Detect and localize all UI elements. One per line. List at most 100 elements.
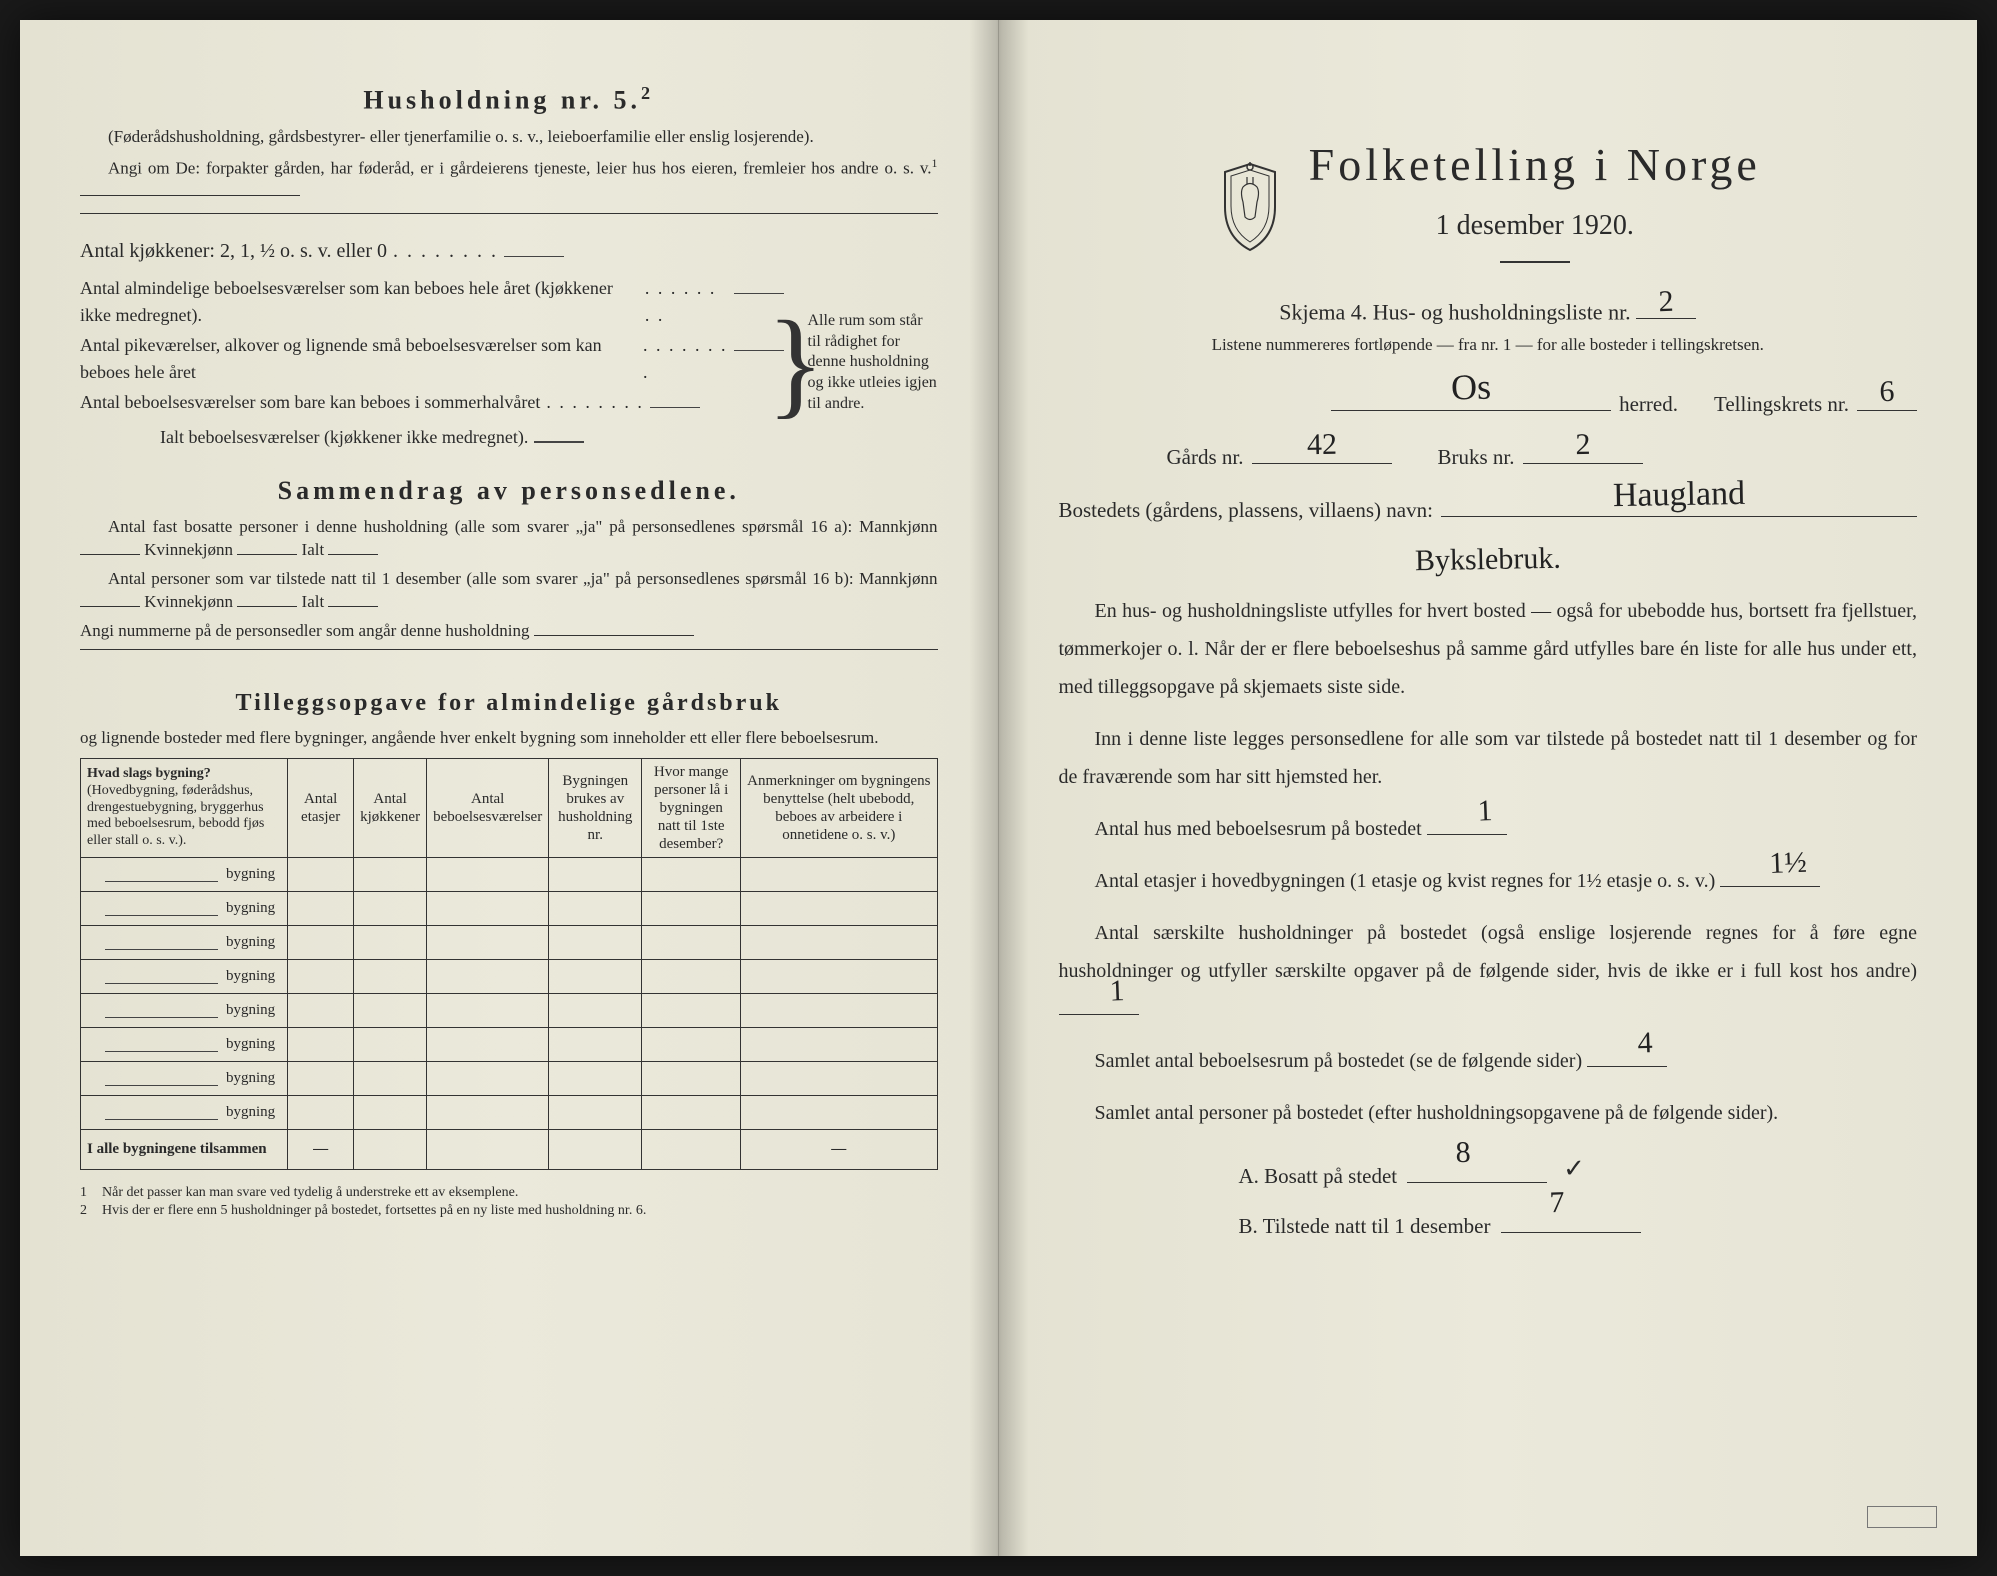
sum-label-cell: I alle bygningene tilsammen — [81, 1129, 288, 1169]
table-cell — [354, 959, 427, 993]
table-cell — [427, 1061, 549, 1095]
table-cell — [354, 1095, 427, 1129]
table-row: bygning — [81, 857, 938, 891]
gards-row: Gårds nr. 42 Bruks nr. 2 — [1059, 435, 1918, 474]
fn-1-text: Når det passer kan man svare ved tydelig… — [102, 1184, 518, 1202]
brace-sum-text: Ialt beboelsesværelser (kjøkkener ikke m… — [160, 424, 528, 451]
table-cell — [354, 925, 427, 959]
tillegg-title: Tilleggsopgave for almindelige gårdsbruk — [80, 685, 938, 721]
table-cell — [288, 1095, 354, 1129]
bosted-line2: Bykslebruk. — [1059, 533, 1918, 578]
ab-list: A. Bosatt på stedet 8 ✓ B. Tilstede natt… — [1239, 1146, 1918, 1249]
fn-num: 2 — [80, 1202, 94, 1220]
table-cell — [354, 1061, 427, 1095]
q2-field: 1½ — [1720, 863, 1820, 887]
table-cell — [427, 1027, 549, 1061]
blank — [534, 424, 584, 444]
table-row: bygning — [81, 1095, 938, 1129]
heading-sup: 2 — [641, 83, 654, 103]
herred-label: herred. — [1619, 389, 1678, 421]
samm-para-2: Antal personer som var tilstede natt til… — [80, 568, 938, 614]
table-cell — [741, 891, 937, 925]
table-row: bygning — [81, 1061, 938, 1095]
table-cell — [642, 993, 741, 1027]
row-label: bygning — [226, 1036, 275, 1052]
qA-value: 8 — [1448, 1119, 1477, 1186]
table-cell — [354, 1027, 427, 1061]
row-a: A. Bosatt på stedet 8 ✓ — [1239, 1146, 1918, 1203]
intro-blank-2 — [80, 213, 938, 214]
q2: Antal etasjer i hovedbygningen (1 etasje… — [1059, 862, 1918, 900]
table-cell — [549, 925, 642, 959]
q3-field: 1 — [1059, 991, 1139, 1015]
q3-value: 1 — [1066, 961, 1131, 1020]
table-cell — [741, 1061, 937, 1095]
household-5-heading: Husholdning nr. 5.2 — [80, 80, 938, 120]
table-cell — [741, 959, 937, 993]
brace-line-a: Antal almindelige beboelsesværelser som … — [80, 274, 784, 329]
bruks-label: Bruks nr. — [1438, 442, 1515, 474]
table-cell — [549, 959, 642, 993]
row-blank — [105, 969, 218, 984]
liste-nr-field: 2 — [1636, 293, 1696, 319]
bygning-label-cell: bygning — [81, 925, 288, 959]
table-cell — [427, 993, 549, 1027]
sum-cell — [549, 1129, 642, 1169]
dots — [393, 236, 498, 266]
q5: Samlet antal personer på bostedet (efter… — [1059, 1094, 1918, 1132]
dots — [643, 332, 728, 386]
bruks-value: 2 — [1569, 422, 1597, 467]
brace-side-text: Alle rum som står til rådighet for denne… — [808, 272, 938, 453]
table-cell — [288, 1061, 354, 1095]
bygning-label-cell: bygning — [81, 959, 288, 993]
qB-value: 7 — [1542, 1169, 1571, 1236]
dots — [645, 275, 728, 329]
dots — [546, 389, 644, 416]
table-cell — [549, 857, 642, 891]
table-cell — [549, 1061, 642, 1095]
row-label: bygning — [226, 1070, 275, 1086]
herred-field: Os — [1331, 382, 1611, 411]
samm-2a: Antal personer som var tilstede natt til… — [108, 569, 938, 588]
skjema-sub: Listene nummereres fortløpende — fra nr.… — [1059, 332, 1918, 358]
table-cell — [427, 1095, 549, 1129]
gards-field: 42 — [1252, 435, 1392, 464]
bosted-label: Bostedets (gårdens, plassens, villaens) … — [1059, 495, 1433, 527]
intro-sup: 1 — [932, 156, 938, 170]
table-cell — [288, 857, 354, 891]
printer-mark — [1867, 1506, 1937, 1528]
table-cell — [642, 1061, 741, 1095]
samm-3: Angi nummerne på de personsedler som ang… — [80, 621, 529, 640]
herred-row: Os herred. Tellingskrets nr. 6 — [1059, 382, 1918, 421]
table-cell — [427, 857, 549, 891]
table-row: bygning — [81, 925, 938, 959]
row-label: bygning — [226, 1002, 275, 1018]
q2-label: Antal etasjer i hovedbygningen (1 etasje… — [1095, 870, 1716, 892]
th-1: Hvad slags bygning? (Hovedbygning, føder… — [81, 758, 288, 857]
brace-line-sum: Ialt beboelsesværelser (kjøkkener ikke m… — [80, 424, 784, 452]
blank — [237, 554, 297, 555]
row-blank — [105, 1037, 218, 1052]
blank — [80, 554, 140, 555]
bygning-table: Hvad slags bygning? (Hovedbygning, føder… — [80, 758, 938, 1170]
th-3: Antal kjøkkener — [354, 758, 427, 857]
blank — [80, 606, 140, 607]
samm-kvinne-2: Kvinnekjønn — [144, 592, 233, 611]
table-cell — [741, 925, 937, 959]
brace-b-text: Antal pikeværelser, alkover og lignende … — [80, 332, 637, 386]
table-cell — [642, 925, 741, 959]
tellingskrets-label: Tellingskrets nr. — [1714, 389, 1849, 421]
table-cell — [354, 857, 427, 891]
gards-label: Gårds nr. — [1167, 442, 1244, 474]
sammendrag-title: Sammendrag av personsedlene. — [80, 471, 938, 510]
fn-num: 1 — [80, 1184, 94, 1202]
samm-para-1: Antal fast bosatte personer i denne hush… — [80, 516, 938, 562]
q1-field: 1 — [1427, 811, 1507, 835]
intro-paren: (Føderådshusholdning, gårdsbestyrer- ell… — [80, 126, 938, 149]
table-sum-row: I alle bygningene tilsammen—— — [81, 1129, 938, 1169]
row-b: B. Tilstede natt til 1 desember 7 — [1239, 1203, 1918, 1249]
samm-1a: Antal fast bosatte personer i denne hush… — [108, 517, 938, 536]
intro-line-text: Angi om De: forpakter gården, har føderå… — [108, 158, 932, 177]
blank — [328, 554, 378, 555]
kjokken-row: Antal kjøkkener: 2, 1, ½ o. s. v. eller … — [80, 235, 938, 266]
